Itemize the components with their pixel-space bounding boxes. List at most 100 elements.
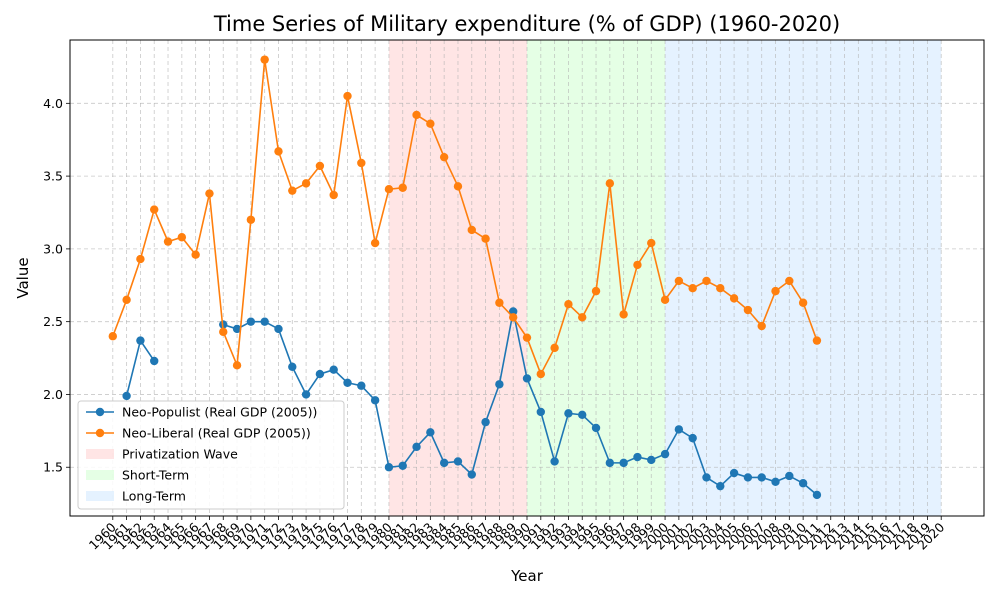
data-point <box>357 158 366 168</box>
data-point <box>495 380 504 389</box>
data-point <box>578 410 587 420</box>
data-point <box>729 468 739 478</box>
data-point <box>412 442 421 452</box>
y-tick-label: 2.0 <box>43 387 63 402</box>
x-axis-label: Year <box>510 567 544 585</box>
data-point <box>785 276 794 286</box>
data-point <box>453 182 463 191</box>
legend-label: Neo-Liberal (Real GDP (2005)) <box>122 426 311 441</box>
y-tick-label: 3.0 <box>43 241 63 256</box>
y-axis-label: Value <box>14 257 32 298</box>
y-tick-label: 1.5 <box>43 460 63 475</box>
data-point <box>812 336 822 345</box>
data-point <box>122 295 131 305</box>
data-point <box>771 477 780 486</box>
data-point <box>591 423 601 433</box>
legend-entry: Short-Term <box>86 468 189 483</box>
data-point <box>578 313 587 322</box>
legend-label: Neo-Populist (Real GDP (2005)) <box>122 405 317 420</box>
data-point <box>439 458 449 468</box>
data-point <box>136 336 145 345</box>
data-point <box>426 428 435 437</box>
data-point <box>716 283 725 293</box>
data-point <box>536 407 546 417</box>
data-point <box>329 365 338 374</box>
data-point <box>619 310 628 319</box>
data-point <box>370 396 380 405</box>
data-point <box>702 276 711 286</box>
data-point <box>467 225 476 235</box>
data-point <box>150 356 159 366</box>
x-axis: 1960196119621963196419651966196719681969… <box>86 516 947 553</box>
data-point <box>798 479 808 488</box>
data-point <box>550 457 559 466</box>
data-point <box>647 238 656 248</box>
data-point <box>757 473 766 482</box>
data-point <box>274 324 283 334</box>
legend-marker <box>95 407 105 417</box>
data-point <box>743 305 753 315</box>
data-point <box>812 490 822 500</box>
data-point <box>260 55 269 64</box>
data-point <box>260 317 269 326</box>
data-point <box>522 374 532 383</box>
data-point <box>633 260 642 270</box>
data-point <box>315 369 325 379</box>
data-point <box>564 300 573 309</box>
data-point <box>370 238 380 248</box>
data-point <box>315 161 325 171</box>
data-point <box>232 324 242 334</box>
data-point <box>426 119 435 128</box>
data-point <box>660 449 670 459</box>
data-point <box>605 458 615 468</box>
y-tick-label: 3.5 <box>43 169 63 184</box>
data-point <box>605 179 615 188</box>
data-point <box>177 233 187 242</box>
data-point <box>384 463 394 472</box>
data-point <box>716 481 725 491</box>
data-point <box>246 317 256 326</box>
legend-patch-swatch <box>86 491 114 501</box>
series-line <box>112 59 818 377</box>
legend-patch-swatch <box>86 449 114 459</box>
data-point <box>246 215 256 224</box>
legend-marker <box>95 428 105 438</box>
data-point <box>343 91 352 101</box>
data-point <box>785 471 794 481</box>
data-point <box>412 110 421 120</box>
data-point <box>674 425 684 434</box>
data-point <box>798 298 808 307</box>
legend-entry: Neo-Populist (Real GDP (2005)) <box>86 405 317 420</box>
data-point <box>674 276 684 286</box>
data-point <box>219 327 228 337</box>
series-lines <box>108 55 822 500</box>
data-point <box>232 361 242 370</box>
data-point <box>136 254 145 264</box>
data-point <box>163 237 173 246</box>
grid-lines <box>70 40 984 516</box>
data-point <box>343 378 352 388</box>
data-point <box>619 458 628 468</box>
data-point <box>550 343 559 353</box>
legend-box <box>77 400 345 510</box>
legend-entry: Neo-Liberal (Real GDP (2005)) <box>86 426 311 441</box>
data-point <box>481 234 490 243</box>
data-point <box>301 179 311 188</box>
data-point <box>647 455 656 465</box>
legend: Neo-Populist (Real GDP (2005)) Neo-Libera… <box>77 400 345 510</box>
data-point <box>205 189 214 198</box>
data-point <box>122 391 131 401</box>
data-point <box>108 332 118 341</box>
data-point <box>757 321 766 331</box>
data-point <box>439 152 449 162</box>
legend-patch-swatch <box>86 470 114 480</box>
data-point <box>453 457 463 466</box>
data-point <box>191 250 200 259</box>
legend-label: Short-Term <box>122 468 189 483</box>
legend-label: Privatization Wave <box>122 447 238 462</box>
data-point <box>508 313 518 322</box>
data-point <box>688 283 697 293</box>
y-tick-label: 4.0 <box>43 96 63 111</box>
data-point <box>536 369 546 379</box>
series-1 <box>108 55 822 379</box>
